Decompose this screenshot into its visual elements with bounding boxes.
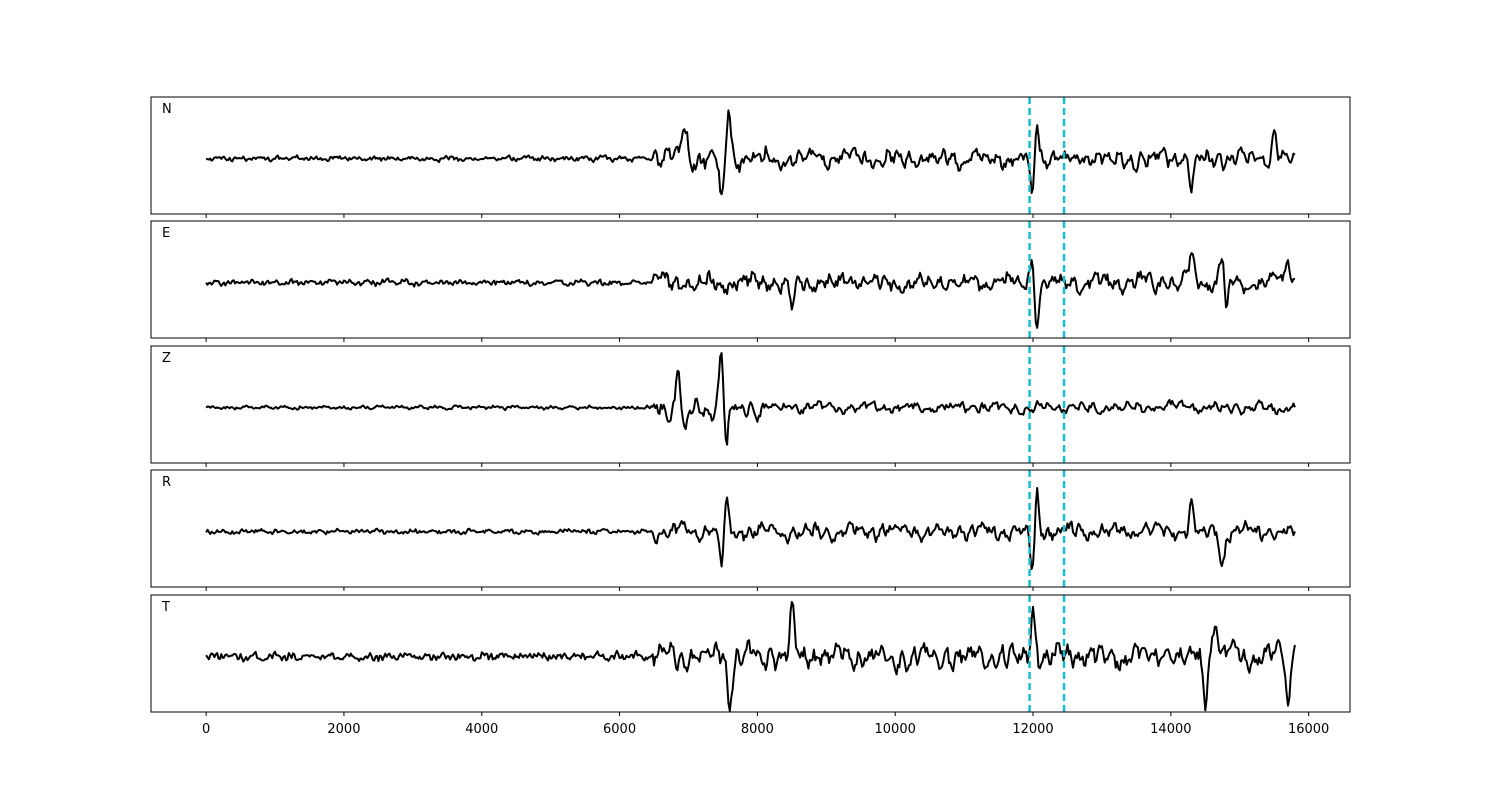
- panel-label: E: [162, 226, 170, 241]
- panel-frame: [150, 220, 1351, 339]
- panel-frame: [150, 594, 1351, 713]
- trace-r: [205, 487, 1296, 570]
- panel-frame: [150, 96, 1351, 215]
- trace-e: [205, 252, 1295, 329]
- trace-t: [205, 601, 1296, 712]
- trace-z: [205, 352, 1296, 446]
- x-tick-label: 16000: [1288, 722, 1329, 737]
- x-tick-label: 2000: [327, 722, 360, 737]
- panel-label: T: [161, 600, 170, 615]
- x-tick-label: 8000: [741, 722, 774, 737]
- panel-frame: [150, 345, 1351, 464]
- panel-label: Z: [162, 351, 171, 366]
- panel-frame: [150, 469, 1351, 588]
- x-tick-label: 14000: [1150, 722, 1191, 737]
- panel-e: E: [150, 220, 1351, 342]
- panel-label: R: [162, 475, 171, 490]
- panel-r: R: [150, 469, 1351, 591]
- x-tick-label: 0: [202, 722, 210, 737]
- x-tick-label: 6000: [603, 722, 636, 737]
- panel-z: Z: [150, 345, 1351, 467]
- x-tick-label: 12000: [1012, 722, 1053, 737]
- x-tick-label: 4000: [465, 722, 498, 737]
- trace-n: [206, 109, 1296, 196]
- panel-label: N: [162, 102, 172, 117]
- x-tick-label: 10000: [875, 722, 916, 737]
- panel-n: N: [150, 96, 1351, 218]
- panel-t: T: [150, 594, 1351, 716]
